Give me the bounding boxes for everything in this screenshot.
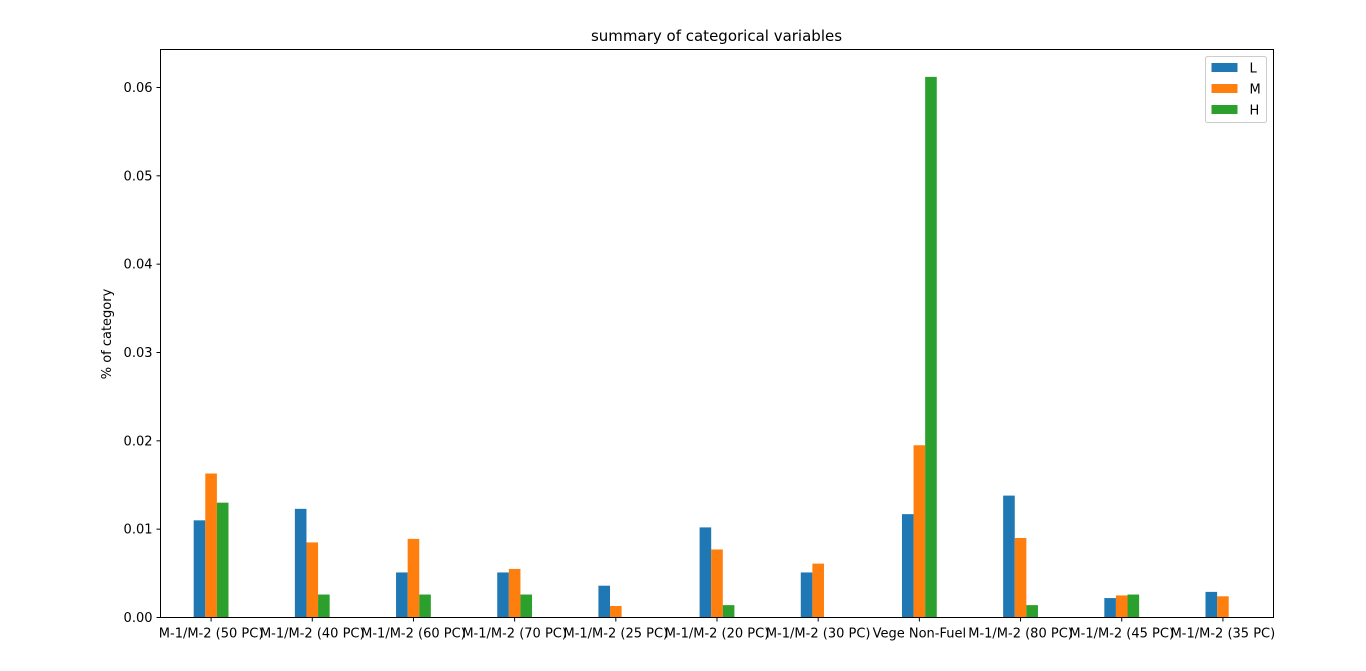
y-tick-label: 0.06 xyxy=(124,81,153,96)
bar-M-0 xyxy=(205,473,217,618)
bar-M-1 xyxy=(306,542,319,618)
x-tick-label: M-1/M-2 (30 PC) xyxy=(766,627,871,642)
bar-M-2 xyxy=(407,538,420,618)
x-tick-label: M-1/M-2 (80 PC) xyxy=(968,627,1073,642)
bar-H-3 xyxy=(520,594,533,618)
bar-M-7 xyxy=(913,445,926,618)
y-axis-label: % of category xyxy=(100,288,115,379)
x-tick-label: M-1/M-2 (25 PC) xyxy=(564,627,669,642)
legend-swatch-M xyxy=(1211,84,1238,93)
bar-M-8 xyxy=(1014,538,1027,618)
bar-M-4 xyxy=(610,606,622,618)
bar-M-5 xyxy=(711,549,723,618)
x-tick-label: M-1/M-2 (70 PC) xyxy=(462,627,567,642)
legend: LMH xyxy=(1205,56,1267,123)
bar-H-5 xyxy=(722,605,735,618)
bar-L-0 xyxy=(193,520,206,618)
bar-L-4 xyxy=(598,585,611,618)
bar-H-1 xyxy=(318,594,330,618)
y-tick-label: 0.01 xyxy=(124,523,153,538)
bar-M-3 xyxy=(508,568,521,618)
y-tick-label: 0.03 xyxy=(124,346,153,361)
x-tick-label: M-1/M-2 (50 PC) xyxy=(159,627,264,642)
x-tick-label: M-1/M-2 (35 PC) xyxy=(1171,627,1276,642)
bar-H-8 xyxy=(1026,605,1038,618)
bar-L-8 xyxy=(1003,495,1015,618)
bar-L-10 xyxy=(1205,591,1218,618)
y-axis-ticks: 0.00 0.01 0.02 0.03 0.04 0.05 0.06 xyxy=(124,81,161,626)
bar-L-3 xyxy=(497,572,509,618)
x-tick-label: Vege Non-Fuel xyxy=(873,627,967,642)
legend-swatch-L xyxy=(1211,63,1238,72)
bar-H-7 xyxy=(925,76,937,618)
bar-L-9 xyxy=(1104,598,1116,618)
plot-frame xyxy=(160,49,1274,618)
x-tick-label: M-1/M-2 (45 PC) xyxy=(1069,627,1174,642)
legend-label-M: M xyxy=(1250,83,1261,98)
x-tick-label: M-1/M-2 (20 PC) xyxy=(665,627,770,642)
x-tick-label: M-1/M-2 (40 PC) xyxy=(260,627,365,642)
x-axis-ticks: M-1/M-2 (50 PC)M-1/M-2 (40 PC)M-1/M-2 (6… xyxy=(159,617,1276,642)
y-tick-label: 0.04 xyxy=(124,258,153,273)
bar-L-7 xyxy=(901,514,914,618)
chart-title: summary of categorical variables xyxy=(591,27,842,45)
bar-L-5 xyxy=(699,527,712,618)
bar-L-2 xyxy=(396,572,408,618)
y-tick-label: 0.05 xyxy=(124,169,153,184)
bar-M-9 xyxy=(1115,595,1128,618)
y-tick-label: 0.00 xyxy=(124,611,153,626)
y-tick-label: 0.02 xyxy=(124,434,153,449)
bars-group xyxy=(193,76,1229,618)
bar-L-1 xyxy=(294,508,307,618)
bar-M-10 xyxy=(1217,596,1229,618)
bar-L-6 xyxy=(800,572,813,618)
x-tick-label: M-1/M-2 (60 PC) xyxy=(361,627,466,642)
legend-label-L: L xyxy=(1250,62,1258,77)
legend-label-H: H xyxy=(1250,104,1260,119)
bar-M-6 xyxy=(812,563,824,618)
bar-H-0 xyxy=(216,502,229,618)
legend-swatch-H xyxy=(1211,105,1238,114)
bar-H-2 xyxy=(419,594,431,618)
bar-H-9 xyxy=(1127,594,1140,618)
